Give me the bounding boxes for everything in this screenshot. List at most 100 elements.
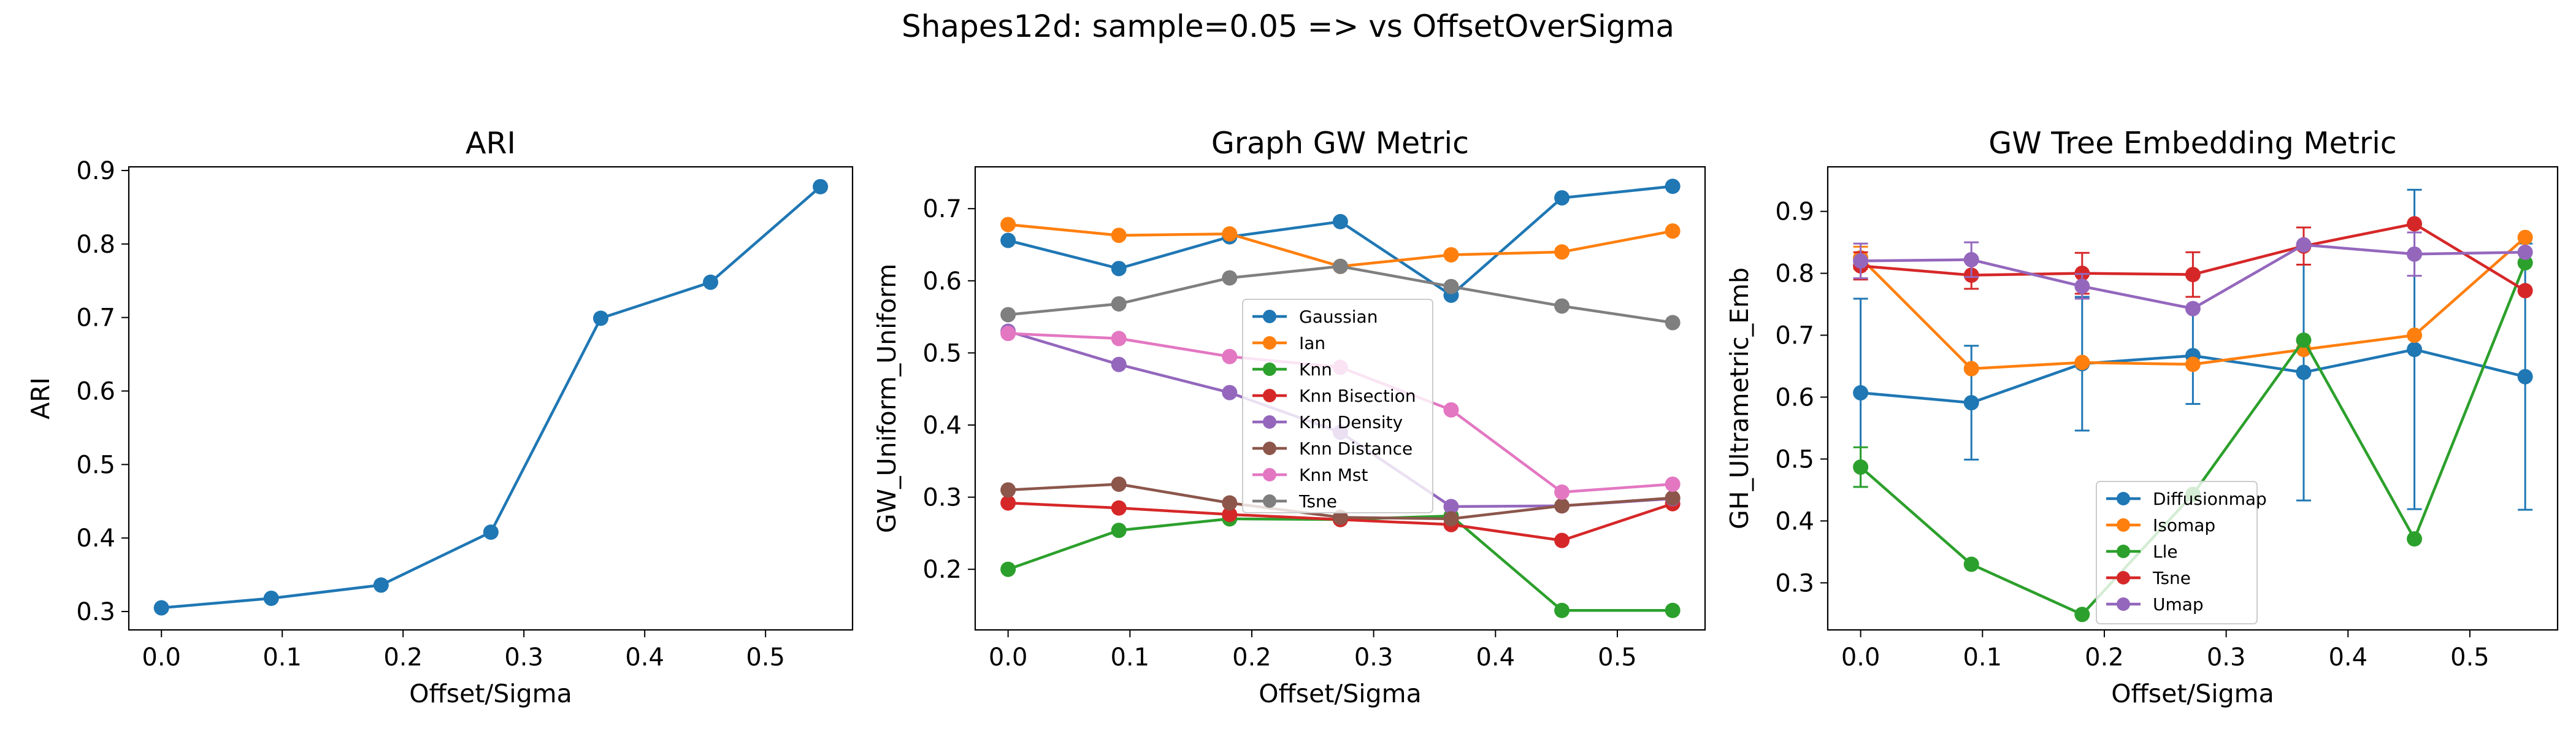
legend-label: Umap (2153, 594, 2204, 615)
data-point (2296, 332, 2312, 348)
data-point (1111, 296, 1127, 312)
data-point (2407, 342, 2423, 358)
legend-marker (1263, 494, 1276, 508)
data-point (2074, 607, 2090, 623)
data-point (1554, 298, 1570, 314)
data-point (1665, 490, 1681, 506)
x-tick-label: 0.0 (989, 643, 1028, 672)
data-point (1332, 510, 1348, 526)
series-tsne (1000, 258, 1681, 331)
x-tick-label: 0.0 (1841, 643, 1880, 672)
y-tick-label: 0.6 (1775, 383, 1814, 412)
data-point (1443, 511, 1459, 527)
x-tick-label: 0.2 (1232, 643, 1271, 672)
legend-marker (1263, 415, 1276, 429)
legend-label: Tsne (1298, 491, 1337, 512)
y-axis-label: GW_Uniform_Uniform (872, 264, 902, 533)
data-point (1000, 495, 1016, 511)
x-axis-label: Offset/Sigma (2111, 679, 2274, 708)
data-point (1000, 217, 1016, 232)
data-point (1222, 348, 1238, 364)
subplots: ARI 0.0 0.1 0.2 0.3 0.4 0.5 0.3 0.4 0.5 0.6 0.7 0.8 0… (26, 126, 2559, 708)
plot-frame (1827, 166, 2559, 631)
data-point (2074, 355, 2090, 370)
data-point (2407, 328, 2423, 343)
y-tick-label: 0.3 (1775, 569, 1814, 597)
legend-marker (1263, 389, 1276, 402)
y-tick-label: 0.9 (1775, 198, 1814, 226)
legend-marker (2117, 492, 2130, 505)
legend: Diffusionmap Isomap Lle Tsne Umap (2096, 481, 2267, 624)
legend-label: Diffusionmap (2153, 489, 2267, 509)
data-point (1963, 556, 1979, 572)
data-point (1111, 476, 1127, 492)
data-point (1554, 244, 1570, 260)
data-point (1000, 232, 1016, 248)
data-point (1665, 178, 1681, 194)
data-point (2517, 244, 2533, 260)
legend-box (2096, 481, 2258, 624)
y-tick-label: 0.5 (76, 451, 115, 479)
plot-frame (974, 166, 1706, 631)
data-point (1665, 602, 1681, 618)
x-axis-label: Offset/Sigma (409, 679, 572, 708)
legend-marker (1263, 310, 1276, 323)
data-point (2407, 216, 2423, 232)
data-point (1222, 507, 1238, 523)
series-0 (153, 178, 829, 616)
y-tick-label: 0.7 (922, 195, 962, 223)
subplot-title: GW Tree Embedding Metric (1988, 126, 2397, 161)
data-point (1000, 482, 1016, 498)
y-tick-label: 0.8 (1775, 260, 1814, 288)
data-point (592, 310, 608, 326)
legend-label: Knn (1299, 359, 1332, 380)
y-tick-label: 0.6 (922, 267, 962, 296)
data-point (1665, 476, 1681, 492)
x-tick-label: 0.4 (2328, 643, 2367, 672)
data-point (1111, 261, 1127, 277)
data-point (1554, 484, 1570, 500)
data-point (1963, 361, 1979, 377)
x-tick-label: 0.5 (746, 643, 785, 672)
axis-ticks: 0.0 0.1 0.2 0.3 0.4 0.5 0.3 0.4 0.5 0.6 0.7 0.8 0.9 (76, 157, 785, 672)
series-knn-distance (1000, 476, 1681, 527)
data-point (1000, 326, 1016, 342)
y-tick-label: 0.2 (922, 556, 962, 584)
x-tick-label: 0.3 (504, 643, 543, 672)
data-point (1963, 395, 1979, 411)
data-point (1443, 278, 1459, 294)
data-point (2185, 267, 2201, 283)
y-tick-label: 0.3 (76, 598, 115, 626)
subplot-title: Graph GW Metric (1211, 126, 1469, 161)
data-point (1332, 258, 1348, 274)
y-tick-label: 0.5 (1775, 445, 1814, 473)
data-point (2296, 237, 2312, 253)
y-tick-label: 0.8 (76, 231, 115, 259)
x-tick-label: 0.1 (1110, 643, 1149, 672)
data-point (1554, 498, 1570, 514)
x-tick-label: 0.2 (2085, 643, 2124, 672)
series-knn-mst (1000, 326, 1681, 500)
data-point (1853, 253, 1869, 269)
data-point (483, 524, 499, 540)
x-tick-label: 0.5 (2450, 643, 2490, 672)
legend-marker (1263, 362, 1276, 376)
legend-label: Knn Distance (1299, 439, 1413, 459)
data-point (2074, 278, 2090, 294)
data-point (2407, 531, 2423, 547)
legend-label: Ian (1299, 333, 1325, 353)
data-point (2517, 255, 2533, 270)
legend-label: Gaussian (1299, 307, 1378, 327)
x-tick-label: 0.4 (625, 643, 664, 672)
x-tick-label: 0.4 (1476, 643, 1515, 672)
data-point (1963, 251, 1979, 267)
data-point (1000, 561, 1016, 577)
x-tick-label: 0.1 (1963, 643, 2002, 672)
data-point (1222, 226, 1238, 242)
data-point (2517, 229, 2533, 245)
y-axis-label: ARI (26, 377, 55, 420)
data-point (1665, 223, 1681, 239)
legend-label: Lle (2153, 542, 2178, 562)
data-point (1111, 356, 1127, 372)
x-tick-label: 0.2 (383, 643, 423, 672)
